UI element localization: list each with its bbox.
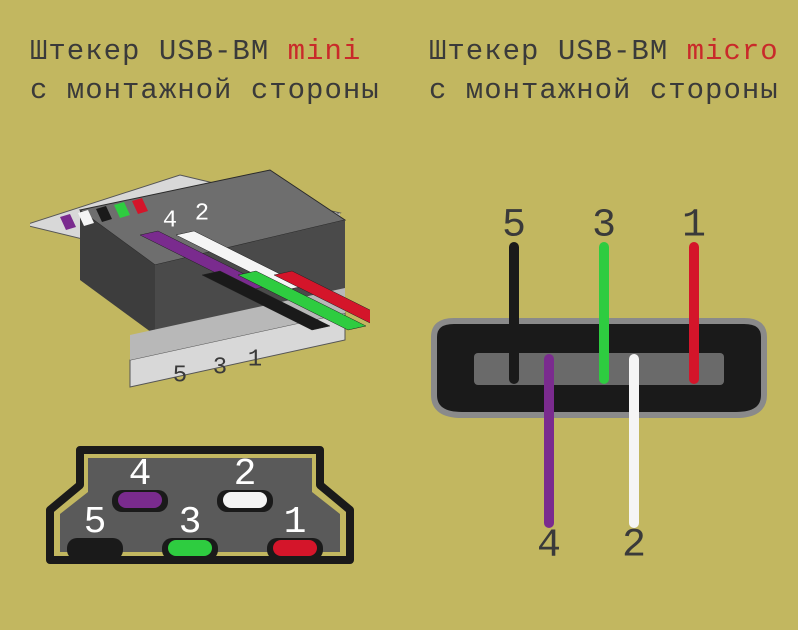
subtitle-left: с монтажной стороны bbox=[0, 74, 399, 107]
mini-iso-diagram: 42 531 bbox=[30, 165, 370, 405]
svg-text:1: 1 bbox=[284, 501, 307, 544]
title-left: Штекер USB-BM mini bbox=[0, 0, 399, 74]
svg-text:1: 1 bbox=[682, 204, 706, 249]
svg-text:2: 2 bbox=[622, 524, 646, 569]
svg-text:1: 1 bbox=[248, 346, 262, 373]
svg-text:4: 4 bbox=[129, 453, 152, 496]
title-left-variant: mini bbox=[288, 35, 362, 68]
svg-text:5: 5 bbox=[84, 501, 107, 544]
title-left-prefix: Штекер USB-BM bbox=[30, 35, 288, 68]
svg-text:4: 4 bbox=[163, 207, 177, 234]
title-right-prefix: Штекер USB-BM bbox=[429, 35, 687, 68]
svg-text:5: 5 bbox=[502, 204, 526, 249]
title-right-variant: micro bbox=[687, 35, 779, 68]
svg-text:3: 3 bbox=[213, 354, 227, 381]
mini-plan-diagram: 4 2 5 3 1 bbox=[40, 430, 360, 600]
svg-text:2: 2 bbox=[195, 200, 209, 227]
svg-text:2: 2 bbox=[234, 453, 257, 496]
subtitle-right: с монтажной стороны bbox=[399, 74, 798, 107]
title-right: Штекер USB-BM micro bbox=[399, 0, 798, 74]
svg-text:3: 3 bbox=[592, 204, 616, 249]
svg-text:5: 5 bbox=[173, 362, 187, 389]
micro-plan-diagram: 1 2 3 4 5 bbox=[414, 165, 784, 585]
svg-text:4: 4 bbox=[537, 524, 561, 569]
svg-text:3: 3 bbox=[179, 501, 202, 544]
